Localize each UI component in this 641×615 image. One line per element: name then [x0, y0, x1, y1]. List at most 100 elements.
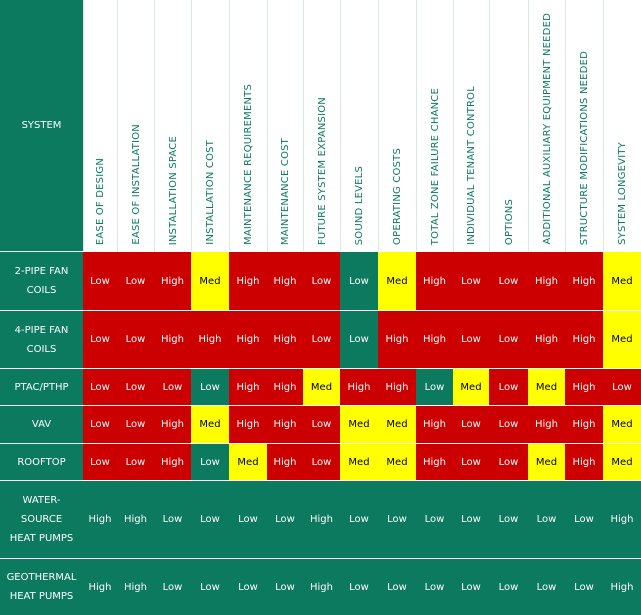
rating-cell: High: [154, 251, 191, 310]
rating-cell: Low: [416, 558, 453, 615]
rating-cell: Low: [267, 480, 303, 558]
rating-cell: Low: [528, 558, 565, 615]
rating-cell: High: [528, 251, 565, 310]
rating-cell: Low: [489, 368, 528, 405]
rating-cell: High: [191, 310, 229, 368]
rating-cell: Low: [453, 558, 489, 615]
rating-cell: Low: [303, 443, 340, 480]
column-header: TOTAL ZONE FAILURE CHANCE: [416, 0, 453, 251]
rating-cell: Low: [267, 558, 303, 615]
rating-cell: High: [229, 251, 267, 310]
rating-cell: High: [117, 480, 154, 558]
rating-cell: High: [340, 368, 378, 405]
column-header: MAINTENANCE COST: [267, 0, 303, 251]
rating-cell: High: [565, 405, 603, 443]
column-header: EASE OF INSTALLATION: [117, 0, 154, 251]
row-label: PTAC/PTHP: [0, 368, 83, 405]
column-header: OPERATING COSTS: [378, 0, 416, 251]
rating-cell: Low: [191, 558, 229, 615]
rating-cell: Low: [83, 251, 117, 310]
rating-cell: High: [416, 251, 453, 310]
column-header-text: STRUCTURE MODIFICATIONS NEEDED: [579, 50, 590, 245]
rating-cell: Low: [489, 251, 528, 310]
rating-cell: Med: [378, 251, 416, 310]
rating-cell: Med: [191, 251, 229, 310]
rating-cell: Low: [453, 405, 489, 443]
rating-cell: Low: [340, 480, 378, 558]
rating-cell: High: [378, 368, 416, 405]
rating-cell: Low: [565, 480, 603, 558]
rating-cell: Med: [378, 405, 416, 443]
column-header-text: OPTIONS: [503, 198, 515, 245]
rating-cell: Low: [453, 443, 489, 480]
rating-cell: Low: [83, 443, 117, 480]
rating-cell: High: [565, 443, 603, 480]
rating-cell: High: [528, 310, 565, 368]
rating-cell: Low: [191, 480, 229, 558]
rating-cell: Low: [340, 558, 378, 615]
rating-cell: Low: [416, 480, 453, 558]
rating-cell: Low: [453, 480, 489, 558]
rating-cell: High: [83, 480, 117, 558]
rating-cell: Low: [229, 480, 267, 558]
rating-cell: High: [154, 405, 191, 443]
rating-cell: Med: [528, 368, 565, 405]
rating-cell: Low: [229, 558, 267, 615]
rating-cell: Med: [229, 443, 267, 480]
rating-cell: High: [267, 251, 303, 310]
column-header: OPTIONS: [489, 0, 528, 251]
rating-cell: Med: [340, 443, 378, 480]
column-header-text: TOTAL ZONE FAILURE CHANCE: [429, 87, 441, 245]
rating-cell: High: [416, 405, 453, 443]
column-header: INSTALLATION COST: [191, 0, 229, 251]
column-header-text: INSTALLATION SPACE: [167, 135, 179, 245]
rating-cell: Low: [191, 368, 229, 405]
rating-cell: Low: [340, 310, 378, 368]
column-header: INSTALLATION SPACE: [154, 0, 191, 251]
column-header: STRUCTURE MODIFICATIONS NEEDED: [565, 0, 603, 251]
rating-cell: Low: [489, 480, 528, 558]
rating-cell: Low: [154, 368, 191, 405]
column-header-text: FUTURE SYSTEM EXPANSION: [316, 96, 328, 245]
column-header: SYSTEM LONGEVITY: [603, 0, 641, 251]
row-label: GEOTHERMAL HEAT PUMPS: [0, 558, 83, 615]
rating-cell: High: [565, 368, 603, 405]
rating-cell: Low: [489, 443, 528, 480]
column-header-text: INDIVIDUAL TENANT CONTROL: [466, 86, 477, 245]
rating-cell: Low: [117, 405, 154, 443]
rating-cell: High: [267, 405, 303, 443]
rating-cell: High: [267, 443, 303, 480]
column-header: SOUND LEVELS: [340, 0, 378, 251]
rating-cell: Low: [378, 480, 416, 558]
rating-cell: Low: [154, 558, 191, 615]
rating-cell: Med: [191, 405, 229, 443]
rating-cell: High: [229, 405, 267, 443]
column-header: ADDITIONAL AUXILIARY EQUIPMENT NEEDED: [528, 0, 565, 251]
rating-cell: High: [267, 310, 303, 368]
rating-cell: Med: [378, 443, 416, 480]
rating-cell: Low: [489, 405, 528, 443]
rating-cell: High: [565, 310, 603, 368]
rating-cell: High: [565, 251, 603, 310]
rating-cell: High: [303, 480, 340, 558]
rating-cell: Low: [303, 310, 340, 368]
column-header: EASE OF DESIGN: [83, 0, 117, 251]
rating-cell: Low: [83, 368, 117, 405]
corner-header: SYSTEM: [0, 0, 83, 251]
row-label: 2-PIPE FAN COILS: [0, 251, 83, 310]
rating-cell: Low: [416, 368, 453, 405]
column-header: MAINTENANCE REQUIREMENTS: [229, 0, 267, 251]
column-header: INDIVIDUAL TENANT CONTROL: [453, 0, 489, 251]
column-header-text: OPERATING COSTS: [392, 148, 403, 245]
column-header-text: INSTALLATION COST: [205, 140, 216, 245]
rating-cell: High: [303, 558, 340, 615]
rating-cell: High: [267, 368, 303, 405]
rating-cell: Med: [603, 443, 641, 480]
rating-cell: High: [83, 558, 117, 615]
column-header-text: EASE OF DESIGN: [95, 157, 106, 245]
row-label: ROOFTOP: [0, 443, 83, 480]
rating-cell: Med: [453, 368, 489, 405]
row-label: VAV: [0, 405, 83, 443]
rating-cell: Low: [340, 251, 378, 310]
